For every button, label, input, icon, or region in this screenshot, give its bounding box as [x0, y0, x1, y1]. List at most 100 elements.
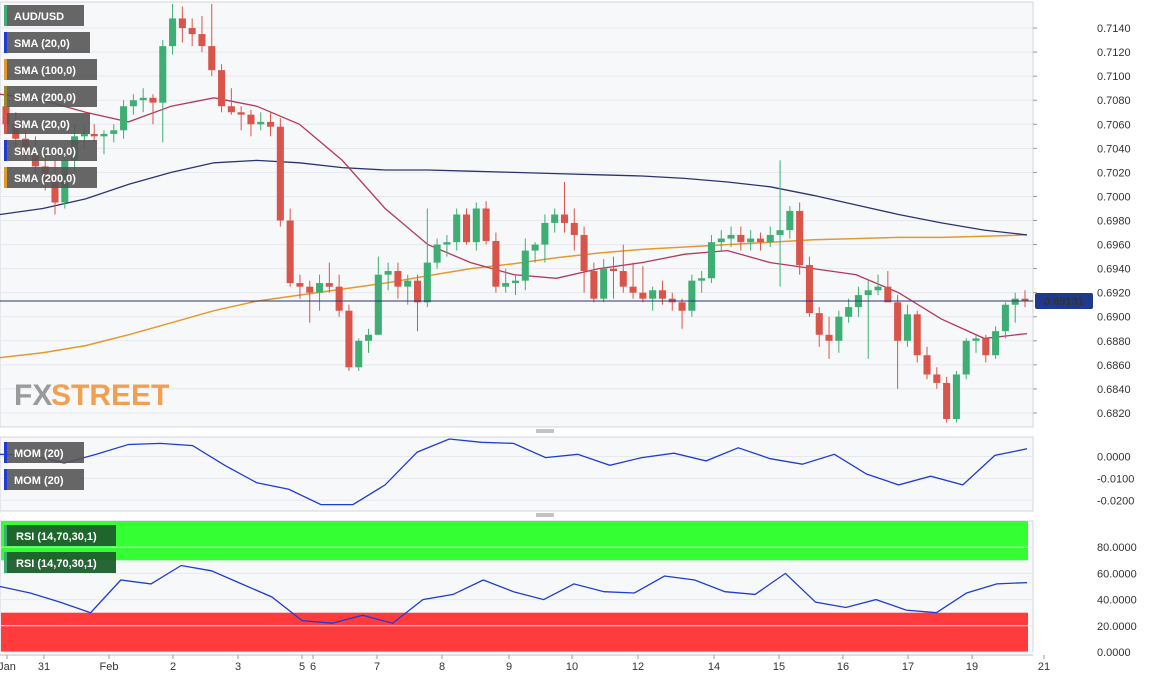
date-label-31: 31 — [38, 661, 50, 673]
candle-body — [462, 214, 471, 243]
candle-body — [355, 340, 363, 368]
candle-body — [658, 290, 666, 299]
candle-body — [365, 334, 373, 341]
date-label-17: 17 — [902, 661, 914, 673]
legend-main-5-label: SMA (100,0) — [14, 146, 76, 158]
rsi-tick-label: 0.0000 — [1097, 647, 1131, 659]
candle-body — [923, 355, 931, 375]
candle-body — [502, 283, 510, 287]
candle-body — [286, 220, 294, 284]
date-label-3: 3 — [235, 661, 241, 673]
legend-main-0-box — [4, 5, 84, 26]
price-tick-label: 0.7000 — [1097, 191, 1131, 203]
candle-body — [864, 290, 872, 296]
candle-body — [51, 182, 59, 203]
candle-body — [110, 130, 118, 134]
price-tick-label: 0.7100 — [1097, 71, 1131, 83]
legend-mom-0-swatch — [4, 442, 7, 463]
price-tick-label: 0.6920 — [1097, 288, 1131, 300]
candle-body — [384, 271, 392, 275]
candle-body — [776, 230, 784, 235]
mom-pane-bg — [0, 436, 1034, 512]
candle-body — [786, 210, 794, 231]
legend-main-2-swatch — [4, 59, 7, 80]
legend-main-6-box — [4, 167, 97, 188]
candle-body — [894, 302, 902, 341]
candle-body — [492, 240, 500, 287]
candle-body — [169, 18, 177, 47]
legend-main-4-box — [4, 113, 90, 134]
candle-body — [570, 222, 578, 235]
current-price-label: 0.69131 — [1044, 296, 1084, 308]
candle-body — [443, 242, 451, 245]
candle-body — [825, 334, 833, 341]
date-label-9: 9 — [506, 661, 512, 673]
legend-main-3-label: SMA (200,0) — [14, 92, 76, 104]
candle-body — [198, 34, 206, 47]
date-label-12: 12 — [632, 661, 644, 673]
candle-body — [815, 313, 823, 335]
date-label-2: 2 — [170, 661, 176, 673]
candle-body — [1011, 298, 1019, 305]
candle-body — [590, 271, 598, 299]
candle-body — [247, 114, 255, 125]
candle-body — [962, 340, 970, 375]
candle-body — [639, 292, 647, 299]
date-label-14: 14 — [708, 661, 720, 673]
price-tick-label: 0.7140 — [1097, 23, 1131, 35]
legend-main-2-box — [4, 59, 97, 80]
date-label-21: 21 — [1038, 661, 1050, 673]
candle-body — [541, 222, 549, 245]
candle-body — [100, 133, 108, 137]
candle-body — [218, 70, 226, 107]
price-tick-label: 0.7040 — [1097, 143, 1131, 155]
legend-main-0-label: AUD/USD — [14, 11, 64, 23]
candle-body — [933, 374, 941, 383]
rsi-tick-label: 20.0000 — [1097, 621, 1137, 633]
candle-body — [227, 106, 235, 113]
date-label-5: 5 — [299, 661, 305, 673]
legend-rsi-1-label: RSI (14,70,30,1) — [16, 558, 97, 570]
candle-body — [688, 280, 696, 311]
candle-body — [257, 121, 265, 125]
candle-body — [560, 214, 569, 223]
candle-body — [717, 238, 725, 243]
fxstreet-logo-street: STREET — [51, 379, 169, 412]
mom-tick-label: 0.0000 — [1097, 452, 1131, 464]
candle-body — [747, 238, 755, 243]
candle-body — [531, 244, 539, 251]
candle-body — [903, 314, 911, 341]
legend-main-1-swatch — [4, 32, 7, 53]
legend-rsi-0-swatch — [4, 525, 7, 546]
candle-body — [952, 374, 960, 419]
candle-body — [992, 331, 1000, 356]
legend-main-6-swatch — [4, 167, 7, 188]
price-tick-label: 0.7080 — [1097, 95, 1131, 107]
candle-body — [188, 28, 196, 35]
price-tick-label: 0.6980 — [1097, 216, 1131, 228]
legend-rsi-0-label: RSI (14,70,30,1) — [16, 531, 97, 543]
candle-body — [90, 133, 98, 137]
candle-body — [698, 278, 706, 281]
legend-mom-1-swatch — [4, 469, 7, 490]
candle-body — [1021, 298, 1029, 302]
legend-mom-0-box — [4, 442, 84, 463]
candle-body — [805, 265, 813, 314]
fxstreet-logo-fx: FX — [14, 379, 52, 412]
price-tick-label: 0.7060 — [1097, 119, 1131, 131]
legend-rsi-0-box — [4, 525, 116, 546]
legend-main-4-swatch — [4, 113, 7, 134]
legend-main-4-label: SMA (20,0) — [14, 119, 70, 131]
candle-body — [707, 242, 715, 279]
date-label-Feb: Feb — [100, 661, 119, 673]
candle-body — [394, 271, 402, 287]
candle-body — [129, 100, 137, 107]
candle-body — [335, 286, 343, 311]
price-tick-label: 0.6840 — [1097, 384, 1131, 396]
candle-body — [472, 208, 480, 243]
candle-body — [80, 133, 88, 137]
legend-main-3-box — [4, 86, 97, 107]
legend-main-0-swatch — [4, 5, 7, 26]
sma-20-line — [0, 93, 1028, 340]
candle-body — [845, 307, 853, 317]
